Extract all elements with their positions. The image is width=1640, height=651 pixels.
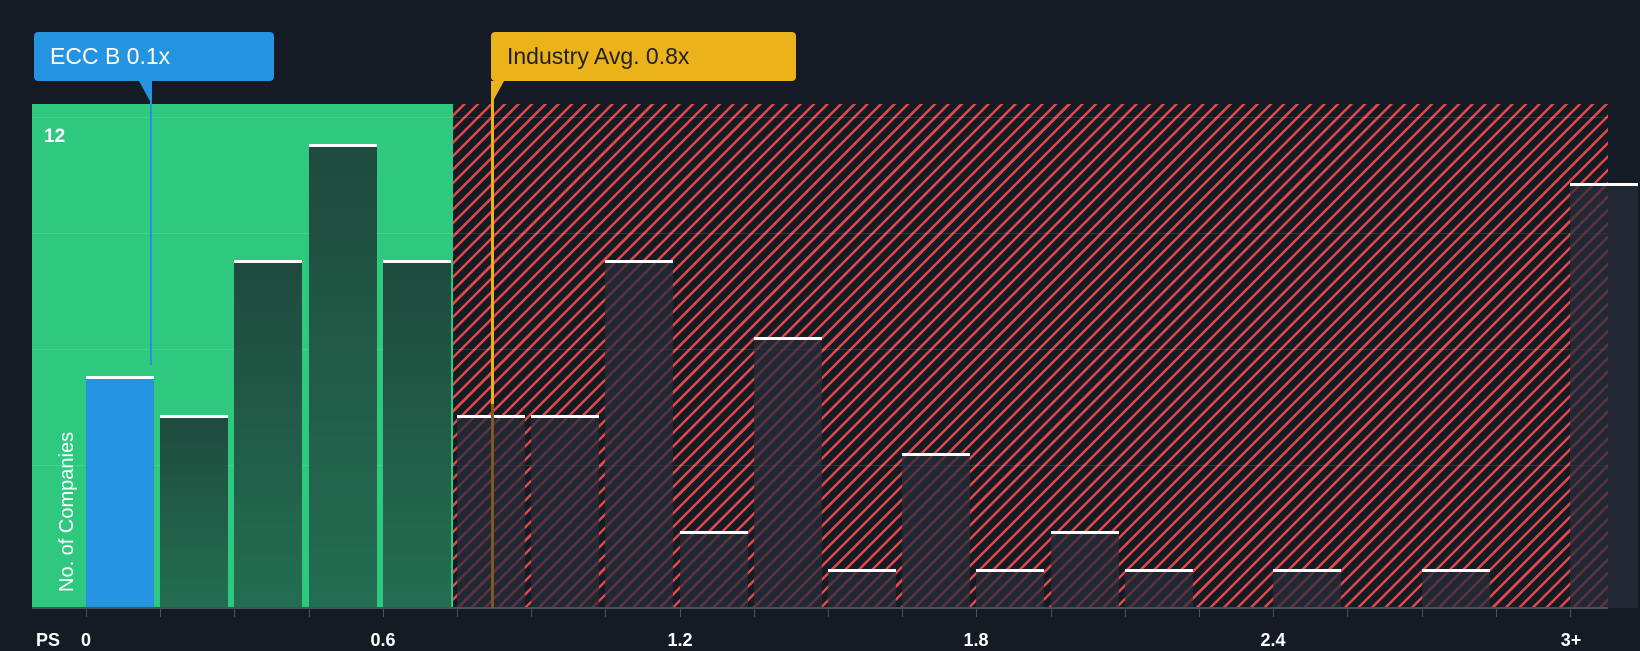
x-axis-tick [308, 609, 310, 617]
bar-top-cap [679, 530, 748, 534]
bar-top-cap [308, 144, 377, 147]
histogram-bar [605, 260, 674, 608]
x-axis-tick [457, 609, 458, 617]
bar-top-cap [753, 337, 822, 341]
x-axis-tick [1570, 609, 1571, 617]
x-axis-tick [976, 609, 978, 617]
bar-top-cap [1273, 569, 1342, 573]
histogram-bar [86, 376, 154, 608]
bar-top-cap [234, 260, 303, 263]
histogram-bar [1421, 569, 1490, 608]
x-axis-tick [1199, 609, 1200, 617]
x-axis-tick [531, 609, 533, 617]
industry-average-marker-line-behind-bars [491, 404, 494, 608]
y-axis-title: No. of Companies [56, 431, 78, 592]
x-axis-tick [605, 609, 607, 617]
x-axis-tick [86, 609, 87, 617]
chart-plot-area [32, 104, 1638, 608]
industry-average-callout: Industry Avg. 0.8x [491, 32, 796, 81]
industry-average-marker-line [491, 81, 494, 608]
x-axis-title: PS [36, 630, 61, 650]
histogram-bar [976, 569, 1045, 608]
x-tick-label-0.6: 0.6 [370, 630, 396, 650]
histogram-bar [234, 260, 303, 608]
bar-top-cap [1124, 569, 1193, 573]
x-axis-tick [160, 609, 162, 617]
gridline-12 [32, 117, 1608, 118]
company-callout-pointer [139, 81, 151, 103]
histogram-bar [1570, 182, 1638, 608]
bar-top-cap [160, 414, 229, 418]
bar-top-cap [605, 260, 674, 263]
bar-top-cap [1421, 569, 1490, 573]
histogram-bar [382, 260, 451, 608]
bar-top-cap [902, 453, 971, 457]
histogram-bar [753, 337, 822, 608]
company-marker-line [150, 81, 152, 365]
x-axis-tick [1495, 609, 1497, 617]
bar-top-cap [382, 260, 451, 263]
histogram-bar [531, 414, 600, 608]
bar-top-cap [1570, 182, 1638, 186]
x-axis-tick [679, 609, 681, 617]
company-value-callout: ECC B 0.1x [34, 32, 274, 81]
x-axis-tick [828, 609, 829, 617]
x-tick-label-1.2: 1.2 [667, 630, 693, 650]
y-tick-label-12: 12 [44, 126, 66, 147]
bar-top-cap [828, 569, 896, 573]
bar-top-cap [976, 569, 1045, 573]
gridline-9 [32, 233, 1608, 234]
x-axis-line [32, 607, 1608, 609]
bar-top-cap [531, 414, 600, 418]
x-axis-tick [1347, 609, 1349, 617]
x-axis-tick [1124, 609, 1126, 617]
x-axis-tick [234, 609, 236, 617]
histogram-bar [1050, 530, 1119, 608]
histogram-bar [679, 530, 748, 608]
x-axis-tick [382, 609, 384, 617]
x-tick-label-1.8: 1.8 [963, 630, 989, 650]
x-axis-tick [1421, 609, 1423, 617]
x-axis-tick [902, 609, 904, 617]
histogram-bar [828, 569, 896, 608]
histogram-bar [160, 414, 229, 608]
bar-top-cap [1050, 530, 1119, 534]
x-axis-tick [753, 609, 755, 617]
histogram-bar [902, 453, 971, 608]
x-tick-label-3plus: 3+ [1560, 630, 1582, 650]
x-axis-tick [1050, 609, 1052, 617]
bar-top-cap [86, 376, 154, 379]
histogram-bar [1273, 569, 1342, 608]
x-tick-label-0: 0 [80, 630, 92, 650]
x-tick-label-2.4: 2.4 [1260, 630, 1286, 650]
x-axis-tick [1273, 609, 1275, 617]
histogram-bar [1124, 569, 1193, 608]
industry-callout-pointer [492, 81, 504, 103]
histogram-bar [308, 144, 377, 608]
